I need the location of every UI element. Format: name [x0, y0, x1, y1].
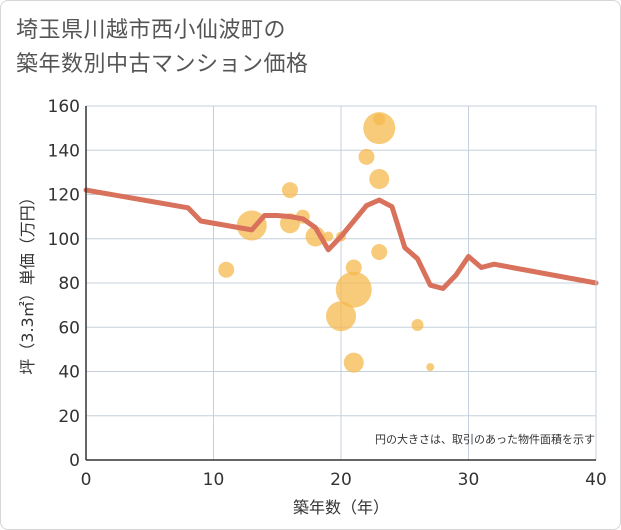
y-tick-label: 80 — [58, 274, 80, 294]
bubble-point — [363, 112, 396, 145]
y-tick-label: 40 — [58, 363, 80, 383]
bubble-point — [373, 113, 386, 126]
x-tick-label: 10 — [203, 470, 225, 490]
chart-title: 埼玉県川越市西小仙波町の 築年数別中古マンション価格 — [16, 14, 309, 82]
y-tick-label: 60 — [58, 318, 80, 338]
chart-title-line2: 築年数別中古マンション価格 — [16, 52, 309, 77]
y-axis-label: 坪（3.3㎡）単価（万円） — [18, 189, 37, 374]
bubble-size-note: 円の大きさは、取引のあった物件面積を示す — [375, 432, 595, 446]
x-tick-label: 0 — [81, 470, 92, 490]
plot-border — [85, 105, 597, 461]
bubble-point — [371, 244, 388, 261]
bubble-point — [411, 319, 424, 332]
x-axis-label: 築年数（年） — [293, 498, 389, 517]
bubble-point — [218, 261, 235, 278]
bubble-point — [369, 169, 390, 190]
y-tick-label: 20 — [58, 407, 80, 427]
bubble-point — [358, 148, 375, 165]
bubble-point — [282, 182, 298, 199]
y-tick-label: 120 — [48, 186, 80, 206]
y-tick-label: 140 — [48, 141, 80, 161]
x-tick-label: 20 — [330, 470, 352, 490]
chart-title-line1: 埼玉県川越市西小仙波町の — [16, 18, 287, 43]
x-tick-label: 30 — [458, 470, 480, 490]
bubble-point — [426, 363, 435, 372]
y-tick-label: 0 — [69, 451, 80, 471]
bubble-point — [335, 271, 372, 308]
x-tick-labels: 0 10 20 30 40 — [81, 470, 607, 490]
bubble-point — [326, 301, 356, 332]
trend-line — [83, 187, 599, 291]
bubble-point — [323, 231, 334, 242]
bubble-point — [345, 259, 362, 276]
x-tick-label: 40 — [585, 470, 607, 490]
y-tick-label: 100 — [48, 230, 80, 250]
y-tick-label: 160 — [48, 97, 80, 117]
y-tick-labels: 0 20 40 60 80 100 120 140 160 — [48, 97, 80, 471]
grid — [86, 106, 596, 460]
bubble-point — [343, 352, 364, 373]
